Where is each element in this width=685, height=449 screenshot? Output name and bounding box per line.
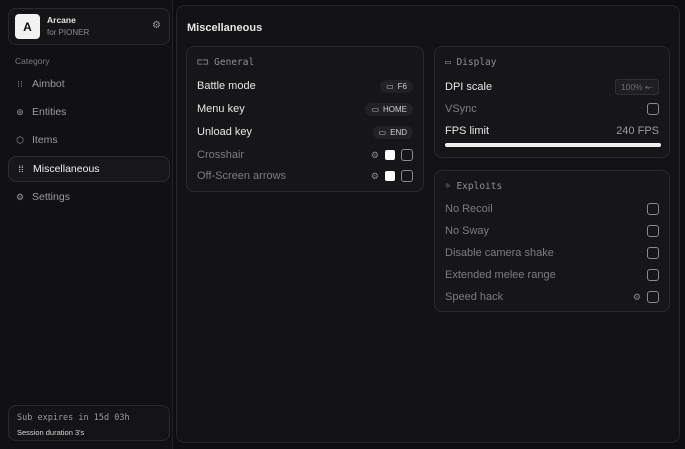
general-icon: ⊏⊐ [197,57,215,68]
gear-icon[interactable]: ⚙ [632,291,641,302]
display-section: ▭ Display DPI scale 100% ▪⌐ VSync FPS lim… [434,46,670,158]
row-label: Extended melee range [445,269,556,281]
subscription-footer: Sub expires in 15d 03h Session duration … [8,405,170,441]
dpi-scale-select[interactable]: 100% ▪⌐ [614,79,659,95]
general-section: ⊏⊐ General Battle mode ▭ F6 Menu key ▭ HOME … [186,46,424,192]
sidebar-item-label: Settings [32,191,70,203]
sidebar-item-label: Aimbot [32,78,65,90]
app-subtitle: for PIONER [47,28,90,37]
monitor-icon: ▭ [445,57,457,68]
row-label: VSync [445,103,477,115]
melee-range-checkbox[interactable] [647,269,659,281]
app-name: Arcane [47,15,76,25]
entities-icon: ⊛ [16,106,24,117]
crosshair-checkbox[interactable] [401,149,413,161]
section-title: ⊏⊐ General [197,57,255,68]
fps-slider-fill [445,143,661,147]
keyboard-icon: ▭ [386,81,394,91]
keybind-button[interactable]: ▭ HOME [365,102,413,116]
dpi-scale-row: DPI scale 100% ▪⌐ [445,78,659,96]
keyboard-icon: ▭ [378,127,387,137]
sidebar-item-settings[interactable]: ⚙ Settings [8,184,170,210]
gear-icon[interactable]: ⚙ [370,149,379,160]
melee-range-row: Extended melee range [445,266,659,284]
row-label: Disable camera shake [445,247,554,259]
sidebar-item-label: Entities [32,106,67,118]
misc-icon: ⁞⁞ [18,164,24,174]
category-label: Category [15,56,50,66]
color-swatch[interactable] [385,171,395,181]
fps-limit-row: FPS limit 240 FPS [445,122,659,140]
row-label: DPI scale [445,81,493,93]
gear-icon[interactable]: ⚙ [152,20,161,31]
keybind-button[interactable]: ▭ F6 [380,79,413,93]
app-header: A Arcane for PIONER ⚙ [8,8,170,45]
battle-mode-row: Battle mode ▭ F6 [197,77,413,95]
main-panel: Miscellaneous ⊏⊐ General Battle mode ▭ F6 … [176,5,680,443]
gear-icon: ⚙ [15,191,25,202]
camera-shake-checkbox[interactable] [647,247,659,259]
keybind-button[interactable]: ▭ END [372,125,413,139]
sidebar-item-label: Miscellaneous [33,163,100,175]
row-label: Battle mode [197,80,256,92]
sidebar-item-miscellaneous[interactable]: ⁞⁞ Miscellaneous [8,156,170,182]
fps-value: 240 FPS [616,125,659,137]
speed-hack-checkbox[interactable] [647,291,659,303]
vsync-row: VSync [445,100,659,118]
row-label: Off-Screen arrows [197,170,287,182]
crosshair-icon: ⁝⁝ [17,78,23,89]
speed-hack-row: Speed hack ⚙ [445,288,659,306]
no-recoil-row: No Recoil [445,200,659,218]
gear-icon[interactable]: ⚙ [370,170,379,181]
app-logo: A [15,14,40,39]
sidebar: A Arcane for PIONER ⚙ Category ⁝⁝ Aimbot … [0,0,173,449]
offscreen-arrows-row: Off-Screen arrows ⚙ [197,167,413,185]
bug-icon: ☼ [445,181,457,192]
vsync-checkbox[interactable] [647,103,659,115]
exploits-section: ☼ Exploits No Recoil No Sway Disable cam… [434,170,670,312]
section-title: ☼ Exploits [445,181,503,192]
fps-slider[interactable] [445,143,661,147]
keyboard-icon: ▭ [371,104,379,114]
row-label: No Recoil [445,203,493,215]
cube-icon: ⬡ [16,134,24,145]
no-sway-row: No Sway [445,222,659,240]
session-duration: Session duration 3's [17,428,85,437]
sidebar-item-entities[interactable]: ⊛ Entities [8,99,170,125]
sidebar-item-aimbot[interactable]: ⁝⁝ Aimbot [8,71,170,97]
no-recoil-checkbox[interactable] [647,203,659,215]
color-swatch[interactable] [385,150,395,160]
sub-expiry: Sub expires in 15d 03h [17,413,130,423]
camera-shake-row: Disable camera shake [445,244,659,262]
row-label: No Sway [445,225,490,237]
row-label: Unload key [197,126,253,138]
sidebar-item-items[interactable]: ⬡ Items [8,127,170,153]
row-label: Crosshair [197,149,245,161]
crosshair-row: Crosshair ⚙ [197,146,413,164]
row-label: Menu key [197,103,245,115]
sidebar-item-label: Items [32,134,58,146]
page-title: Miscellaneous [187,22,263,34]
unload-key-row: Unload key ▭ END [197,123,413,141]
section-title: ▭ Display [445,57,497,68]
row-label: FPS limit [445,125,489,137]
row-label: Speed hack [445,291,504,303]
menu-key-row: Menu key ▭ HOME [197,100,413,118]
offscreen-arrows-checkbox[interactable] [401,170,413,182]
no-sway-checkbox[interactable] [647,225,659,237]
